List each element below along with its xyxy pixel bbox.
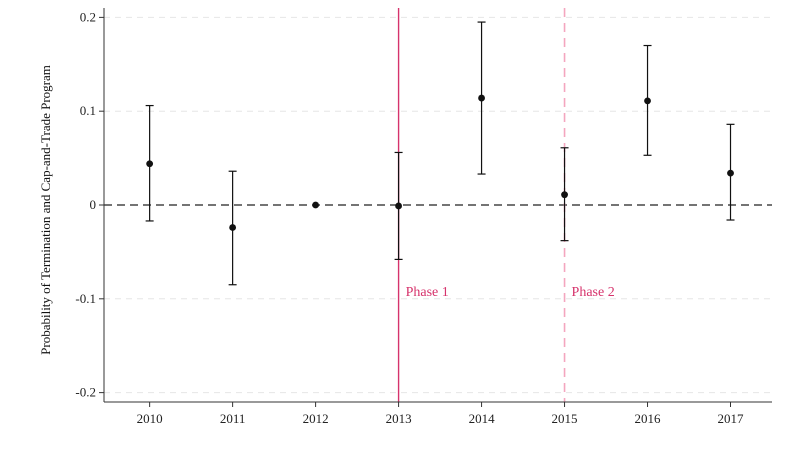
data-point	[395, 202, 402, 210]
data-point	[561, 191, 568, 199]
y-tick-label: 0.1	[80, 103, 96, 118]
x-tick-label: 2017	[718, 411, 745, 426]
data-point	[146, 160, 154, 168]
y-tick-label: 0.2	[80, 9, 96, 24]
gridlines	[104, 16, 772, 394]
data-point	[644, 97, 651, 105]
x-tick-label: 2012	[303, 411, 329, 426]
phase-label-2: Phase 2	[572, 285, 615, 300]
axes: 0.2 0.1 0 -0.1 -0.2 2010 2011 2012 2013 2014 2015 2…	[75, 8, 772, 426]
y-tick-label: 0	[90, 197, 97, 212]
x-tick-label: 2013	[386, 411, 412, 426]
data-point	[312, 201, 320, 209]
x-tick-label: 2011	[220, 411, 246, 426]
x-tick-label: 2016	[635, 411, 662, 426]
x-tick-label: 2014	[469, 411, 496, 426]
x-tick-label: 2010	[137, 411, 163, 426]
y-tick-label: -0.1	[75, 291, 96, 306]
phase-label-1: Phase 1	[406, 285, 449, 300]
data-marks	[145, 21, 735, 286]
data-point	[229, 224, 237, 231]
y-axis-label: Probability of Termination and Cap-and-T…	[38, 65, 53, 355]
x-tick-label: 2015	[552, 411, 578, 426]
y-tick-label: -0.2	[75, 385, 96, 400]
data-point	[478, 94, 485, 102]
data-point	[727, 169, 734, 177]
